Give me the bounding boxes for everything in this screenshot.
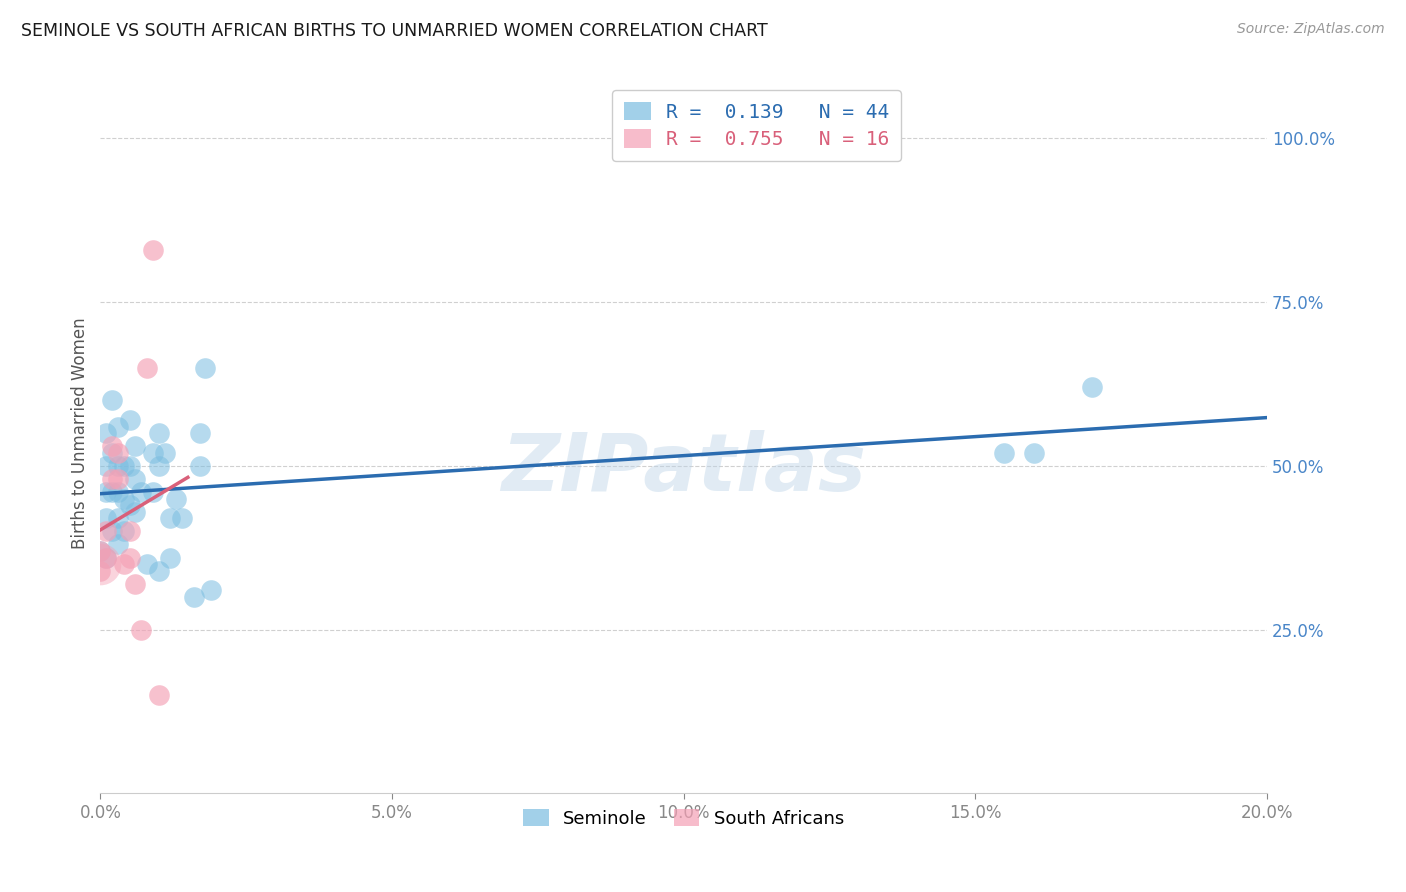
Point bbox=[112, 458, 135, 473]
Legend: Seminole, South Africans: Seminole, South Africans bbox=[516, 802, 851, 835]
Point bbox=[96, 426, 118, 441]
Point bbox=[136, 360, 159, 375]
Point bbox=[124, 472, 146, 486]
Point bbox=[101, 485, 124, 500]
Point bbox=[96, 550, 118, 565]
Point bbox=[107, 511, 129, 525]
Point bbox=[101, 446, 124, 460]
Point bbox=[188, 426, 211, 441]
Point bbox=[96, 485, 118, 500]
Point bbox=[200, 583, 222, 598]
Point bbox=[112, 524, 135, 539]
Text: SEMINOLE VS SOUTH AFRICAN BIRTHS TO UNMARRIED WOMEN CORRELATION CHART: SEMINOLE VS SOUTH AFRICAN BIRTHS TO UNMA… bbox=[21, 22, 768, 40]
Point bbox=[188, 458, 211, 473]
Point bbox=[101, 439, 124, 453]
Point bbox=[1022, 446, 1045, 460]
Point bbox=[101, 524, 124, 539]
Point bbox=[993, 446, 1015, 460]
Point bbox=[148, 458, 170, 473]
Point bbox=[148, 688, 170, 702]
Point bbox=[136, 557, 159, 571]
Point bbox=[194, 360, 217, 375]
Point bbox=[101, 393, 124, 408]
Point bbox=[89, 564, 111, 578]
Point bbox=[124, 439, 146, 453]
Point bbox=[118, 524, 141, 539]
Point bbox=[107, 485, 129, 500]
Point bbox=[148, 564, 170, 578]
Point bbox=[118, 550, 141, 565]
Point bbox=[107, 537, 129, 551]
Point bbox=[124, 576, 146, 591]
Point bbox=[112, 557, 135, 571]
Text: ZIPatlas: ZIPatlas bbox=[501, 430, 866, 508]
Point bbox=[129, 623, 152, 637]
Point bbox=[96, 524, 118, 539]
Point bbox=[183, 590, 205, 604]
Point bbox=[118, 413, 141, 427]
Point bbox=[165, 491, 187, 506]
Point bbox=[1081, 380, 1104, 394]
Point bbox=[107, 419, 129, 434]
Point bbox=[89, 544, 111, 558]
Point bbox=[124, 505, 146, 519]
Point bbox=[96, 511, 118, 525]
Point bbox=[118, 498, 141, 512]
Point bbox=[159, 511, 181, 525]
Point bbox=[129, 485, 152, 500]
Point bbox=[142, 485, 165, 500]
Point bbox=[148, 426, 170, 441]
Y-axis label: Births to Unmarried Women: Births to Unmarried Women bbox=[72, 318, 89, 549]
Point bbox=[112, 491, 135, 506]
Point bbox=[89, 544, 111, 558]
Point bbox=[170, 511, 193, 525]
Point bbox=[96, 458, 118, 473]
Text: Source: ZipAtlas.com: Source: ZipAtlas.com bbox=[1237, 22, 1385, 37]
Point bbox=[107, 472, 129, 486]
Point bbox=[142, 243, 165, 257]
Point bbox=[107, 458, 129, 473]
Point bbox=[142, 446, 165, 460]
Point bbox=[118, 458, 141, 473]
Point bbox=[107, 446, 129, 460]
Point bbox=[96, 550, 118, 565]
Point bbox=[159, 550, 181, 565]
Point bbox=[153, 446, 176, 460]
Point bbox=[89, 557, 111, 571]
Point bbox=[101, 472, 124, 486]
